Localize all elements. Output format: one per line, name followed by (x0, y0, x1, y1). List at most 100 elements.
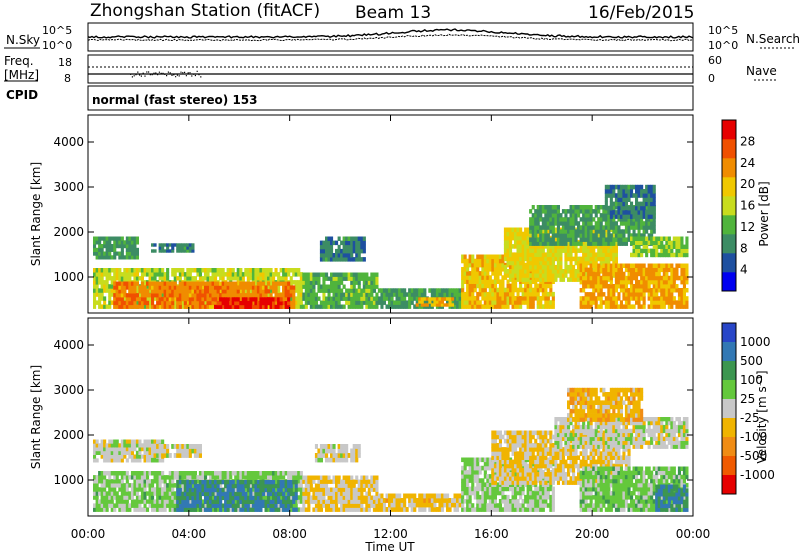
heatmap-cell (251, 268, 255, 273)
heatmap-cell (100, 499, 104, 504)
heatmap-cell (146, 272, 150, 277)
heatmap-cell (516, 287, 520, 293)
heatmap-cell (680, 252, 684, 258)
y-tick-label: 1000 (53, 270, 84, 284)
heatmap-cell (604, 252, 608, 257)
heatmap-cell (410, 292, 414, 297)
heatmap-cell (93, 495, 97, 500)
heatmap-cell (531, 244, 535, 249)
heatmap-cell (163, 495, 167, 500)
heatmap-cell (118, 289, 122, 294)
heatmap-cell (529, 241, 533, 246)
heatmap-cell (156, 285, 160, 290)
heatmap-cell (428, 297, 432, 301)
heatmap-cell (335, 304, 339, 309)
heatmap-cell (637, 184, 641, 190)
heatmap-cell (130, 244, 134, 249)
heatmap-cell (259, 293, 263, 298)
heatmap-cell (572, 277, 576, 282)
heatmap-cell (110, 439, 114, 444)
heatmap-cell (599, 237, 603, 242)
heatmap-cell (488, 300, 492, 305)
heatmap-cell (176, 268, 180, 273)
heatmap-cell (672, 267, 676, 273)
heatmap-cell (287, 304, 291, 309)
heatmap-cell (191, 293, 195, 298)
heatmap-cell (443, 297, 447, 301)
heatmap-cell (360, 288, 364, 293)
heatmap-cell (277, 471, 281, 476)
heatmap-cell (362, 296, 366, 301)
heatmap-cell (370, 284, 374, 289)
heatmap-cell (622, 210, 626, 215)
heatmap-cell (617, 229, 621, 234)
heatmap-cell (105, 499, 109, 504)
heatmap-cell (579, 256, 583, 262)
heatmap-cell (355, 280, 359, 285)
heatmap-cell (100, 487, 104, 492)
heatmap-cell (476, 271, 480, 276)
heatmap-cell (372, 284, 376, 289)
heatmap-cell (168, 507, 172, 512)
heatmap-cell (655, 248, 659, 254)
heatmap-cell (650, 225, 654, 230)
heatmap-cell (188, 285, 192, 290)
heatmap-cell (151, 243, 155, 247)
heatmap-cell (267, 292, 271, 297)
heatmap-cell (519, 248, 523, 253)
heatmap-cell (98, 450, 102, 455)
heatmap-cell (201, 281, 205, 286)
heatmap-cell (609, 263, 613, 268)
heatmap-cell (325, 300, 329, 305)
heatmap-cell (647, 304, 651, 309)
heatmap-cell (602, 279, 606, 285)
heatmap-cell (463, 300, 467, 305)
heatmap-cell (604, 300, 608, 305)
heatmap-cell (652, 296, 656, 301)
heatmap-cell (113, 276, 117, 281)
heatmap-cell (370, 288, 374, 293)
heatmap-cell (367, 296, 371, 301)
heatmap-cell (198, 296, 202, 302)
heatmap-cell (100, 503, 104, 508)
heatmap-cell (151, 487, 155, 492)
heatmap-cell (330, 244, 334, 250)
heatmap-cell (587, 256, 591, 262)
heatmap-cell (95, 443, 99, 448)
heatmap-cell (226, 297, 230, 302)
heatmap-cell (440, 297, 444, 301)
heatmap-cell (612, 210, 616, 215)
heatmap-cell (140, 300, 144, 306)
heatmap-cell (619, 233, 623, 238)
heatmap-cell (546, 256, 550, 262)
heatmap-cell (269, 285, 273, 290)
heatmap-cell (607, 210, 611, 215)
heatmap-cell (93, 447, 97, 452)
heatmap-cell (171, 272, 175, 277)
heatmap-cell (667, 279, 671, 285)
heatmap-cell (196, 507, 200, 512)
heatmap-cell (642, 240, 646, 245)
heatmap-cell (642, 267, 646, 273)
heatmap-cell (675, 244, 679, 249)
heatmap-cell (680, 267, 684, 273)
heatmap-cell (685, 263, 689, 268)
heatmap-cell (292, 285, 296, 290)
heatmap-cell (342, 236, 346, 241)
heatmap-cell (277, 297, 281, 302)
heatmap-cell (544, 229, 548, 234)
heatmap-cell (332, 300, 336, 305)
heatmap-cell (531, 291, 535, 297)
heatmap-cell (624, 263, 628, 268)
colorbar-tick-label: 8 (740, 241, 748, 255)
heatmap-cell (582, 252, 586, 257)
heatmap-cell (342, 296, 346, 301)
heatmap-cell (309, 288, 313, 293)
heatmap-cell (204, 281, 208, 286)
heatmap-cell (604, 205, 608, 211)
heatmap-cell (685, 300, 689, 305)
heatmap-cell (632, 214, 636, 219)
heatmap-cell (602, 275, 606, 281)
heatmap-cell (125, 304, 129, 309)
heatmap-cell (186, 246, 190, 250)
